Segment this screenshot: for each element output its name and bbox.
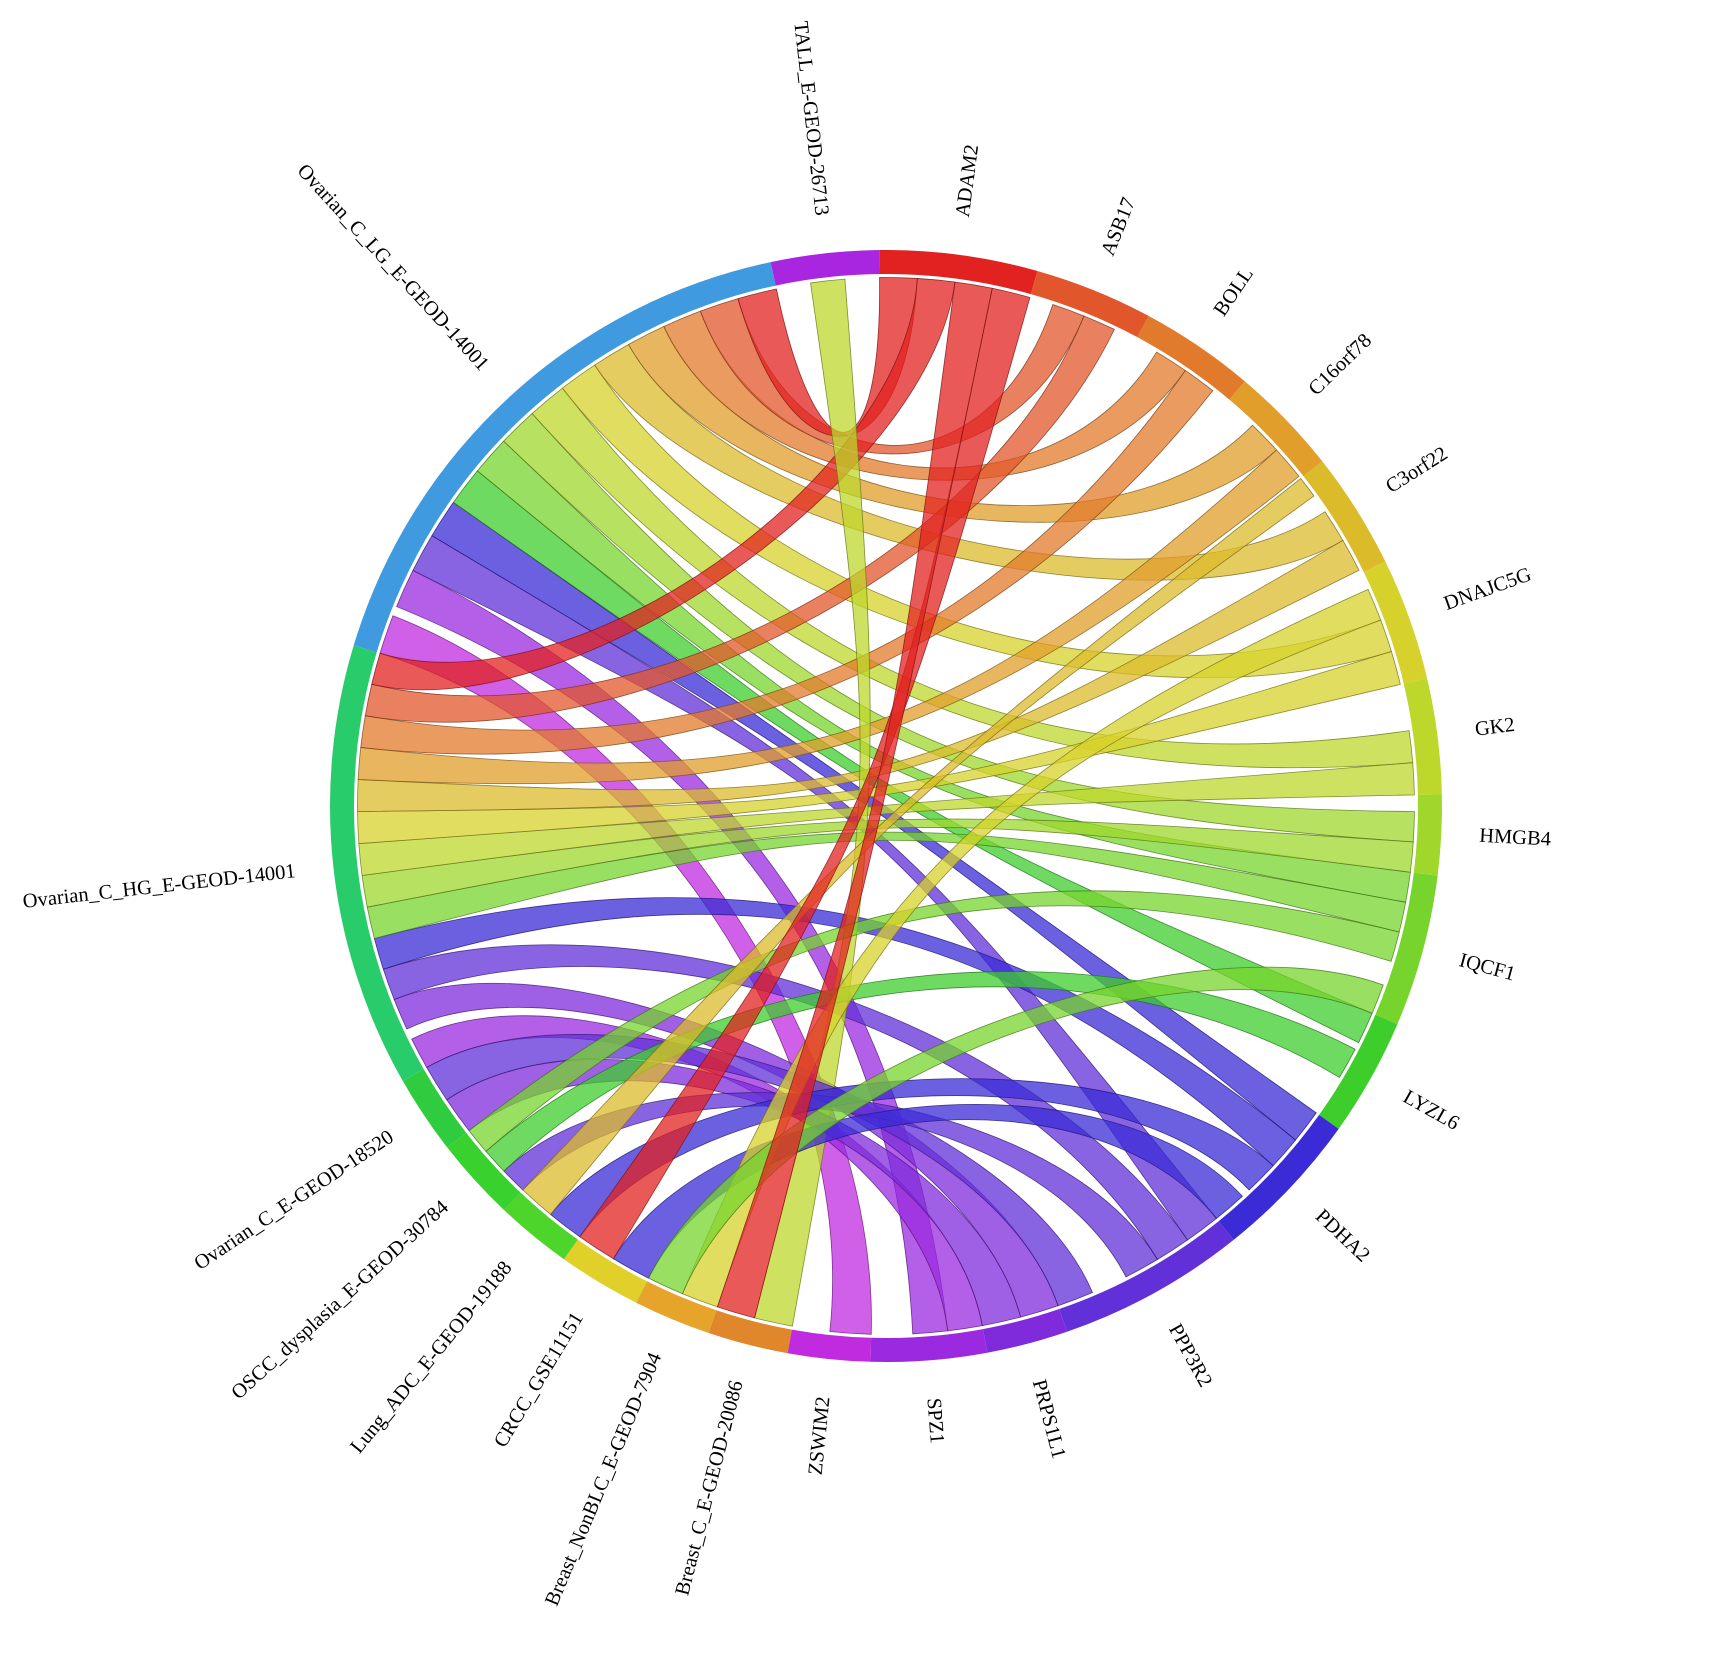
svg-text:SPZ1: SPZ1 [922,1397,947,1444]
svg-text:GK2: GK2 [1474,714,1516,741]
svg-text:HMGB4: HMGB4 [1479,825,1552,851]
